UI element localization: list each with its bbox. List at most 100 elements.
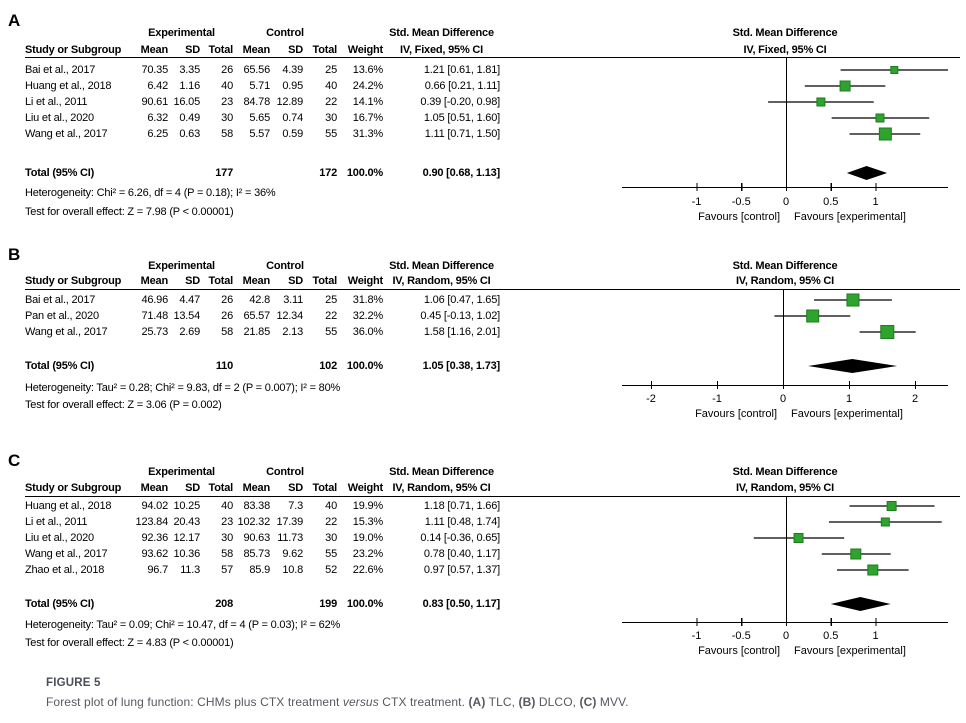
exp-mean: 25.73 bbox=[141, 326, 168, 338]
ci-label: 0.45 [-0.13, 1.02] bbox=[420, 310, 500, 322]
group-header-smd: Std. Mean Difference bbox=[389, 27, 494, 39]
ctl-mean: 84.78 bbox=[243, 96, 270, 108]
group-header-row: Experimental Control Std. Mean Difference bbox=[25, 25, 500, 41]
column-header-2: SD bbox=[185, 275, 200, 287]
spacer bbox=[130, 596, 168, 612]
total-ctl-total: 199 bbox=[319, 598, 337, 610]
ctl-sd: 7.3 bbox=[288, 500, 303, 512]
effect-square bbox=[806, 309, 820, 323]
exp-mean: 123.84 bbox=[135, 516, 169, 528]
favours-right-label: Favours [experimental] bbox=[791, 408, 903, 420]
ctl-sd: 2.13 bbox=[282, 326, 303, 338]
exp-sd: 20.43 bbox=[173, 516, 200, 528]
ctl-mean: 85.73 bbox=[243, 548, 270, 560]
exp-sd: 1.16 bbox=[179, 80, 200, 92]
study-name: Wang et al., 2017 bbox=[25, 326, 108, 338]
effect-square bbox=[846, 293, 860, 307]
forest-plot-panel-B: -2 -1 0 1 2 Favours [control] Favours [experim… bbox=[622, 289, 948, 420]
exp-total: 23 bbox=[221, 516, 233, 528]
total-row: Total (95% CI) 208 199 100.0% 0.83 [0.50, 1.… bbox=[25, 596, 500, 612]
spacer bbox=[130, 358, 168, 374]
group-header-experimental: Experimental bbox=[148, 27, 215, 39]
caption-segment: Forest plot of lung function: CHMs plus … bbox=[46, 695, 343, 709]
group-header-spacer bbox=[25, 25, 130, 41]
ctl-total: 40 bbox=[325, 500, 337, 512]
favours-left-label: Favours [control] bbox=[698, 645, 780, 657]
exp-total: 58 bbox=[221, 128, 233, 140]
ctl-sd: 10.8 bbox=[282, 564, 303, 576]
exp-mean: 90.61 bbox=[141, 96, 168, 108]
total-weight: 100.0% bbox=[346, 598, 383, 610]
ci-label: 0.66 [0.21, 1.11] bbox=[424, 80, 500, 92]
caption-segment: (C) bbox=[579, 695, 597, 709]
ctl-sd: 0.95 bbox=[282, 80, 303, 92]
axis-tick-label: 0.5 bbox=[823, 196, 838, 208]
study-name: Huang et al., 2018 bbox=[25, 80, 112, 92]
caption-segment: MVV. bbox=[596, 695, 629, 709]
ctl-sd: 11.73 bbox=[277, 532, 303, 544]
column-header-row: Study or Subgroup Mean SD Total Mean SD Total W… bbox=[25, 273, 500, 289]
weight: 13.6% bbox=[352, 64, 383, 76]
ctl-sd: 12.89 bbox=[276, 96, 303, 108]
axis-tick-label: 0.5 bbox=[823, 630, 838, 642]
study-row: Li et al., 2011 123.84 20.43 23 102.32 17.39 2… bbox=[25, 514, 500, 530]
ctl-total: 25 bbox=[325, 294, 337, 306]
study-name: Pan et al., 2020 bbox=[25, 310, 99, 322]
total-diamond bbox=[808, 359, 898, 373]
exp-sd: 10.25 bbox=[173, 500, 200, 512]
total-weight: 100.0% bbox=[346, 360, 383, 372]
effect-square bbox=[890, 66, 899, 74]
ctl-sd: 9.62 bbox=[282, 548, 303, 560]
ctl-sd: 0.59 bbox=[282, 128, 303, 140]
spacer bbox=[233, 358, 270, 374]
group-header-spacer bbox=[337, 25, 383, 41]
column-header-0: Study or Subgroup bbox=[25, 44, 122, 56]
exp-total: 26 bbox=[221, 294, 233, 306]
weight: 31.8% bbox=[352, 294, 383, 306]
ci-label: 1.11 [0.71, 1.50] bbox=[424, 128, 500, 140]
caption-segment: (B) bbox=[518, 695, 536, 709]
total-diamond bbox=[830, 597, 891, 611]
column-header-3: Total bbox=[208, 275, 234, 287]
total-label: Total (95% CI) bbox=[25, 598, 95, 610]
caption-segment: versus bbox=[342, 695, 379, 709]
ci-label: 1.18 [0.71, 1.66] bbox=[423, 500, 500, 512]
effect-square bbox=[793, 533, 804, 543]
total-ci-label: 0.90 [0.68, 1.13] bbox=[422, 167, 501, 179]
ctl-sd: 12.34 bbox=[276, 310, 303, 322]
ctl-mean: 42.8 bbox=[249, 294, 270, 306]
study-row: Wang et al., 2017 6.25 0.63 58 5.57 0.59 55 31.… bbox=[25, 126, 500, 142]
ctl-mean: 65.56 bbox=[243, 64, 270, 76]
exp-total: 23 bbox=[221, 96, 233, 108]
effect-square bbox=[878, 127, 892, 141]
total-weight: 100.0% bbox=[346, 167, 383, 179]
ctl-total: 55 bbox=[325, 326, 337, 338]
column-header-7: Weight bbox=[347, 482, 383, 494]
ctl-mean: 83.38 bbox=[243, 500, 270, 512]
effect-square bbox=[850, 548, 862, 560]
plot-header-smd: Std. Mean Difference bbox=[732, 466, 838, 478]
plot-header-smd: Std. Mean Difference bbox=[732, 260, 838, 272]
group-header-spacer bbox=[25, 464, 130, 480]
overall-effect-text: Test for overall effect: Z = 7.98 (P < 0… bbox=[25, 206, 234, 218]
axis-tick-label: -1 bbox=[712, 393, 722, 405]
caption-segment: TLC, bbox=[485, 695, 519, 709]
total-diamond bbox=[846, 166, 888, 180]
weight: 14.1% bbox=[352, 96, 383, 108]
axis-tick-label: -1 bbox=[692, 196, 702, 208]
ci-label: 1.05 [0.51, 1.60] bbox=[423, 112, 500, 124]
effect-square bbox=[839, 80, 851, 92]
heterogeneity-text: Heterogeneity: Chi² = 6.26, df = 4 (P = … bbox=[25, 187, 276, 199]
column-header-7: Weight bbox=[347, 44, 383, 56]
ci-label: 0.14 [-0.36, 0.65] bbox=[420, 532, 500, 544]
spacer bbox=[233, 165, 270, 181]
favours-left-label: Favours [control] bbox=[695, 408, 777, 420]
axis-tick-label: 2 bbox=[912, 393, 918, 405]
spacer bbox=[270, 596, 303, 612]
total-exp-total: 110 bbox=[215, 360, 233, 372]
weight: 31.3% bbox=[352, 128, 383, 140]
study-name: Liu et al., 2020 bbox=[25, 532, 94, 544]
overall-effect-text: Test for overall effect: Z = 3.06 (P = 0… bbox=[25, 399, 222, 411]
exp-total: 26 bbox=[221, 310, 233, 322]
header-rule bbox=[25, 496, 960, 497]
